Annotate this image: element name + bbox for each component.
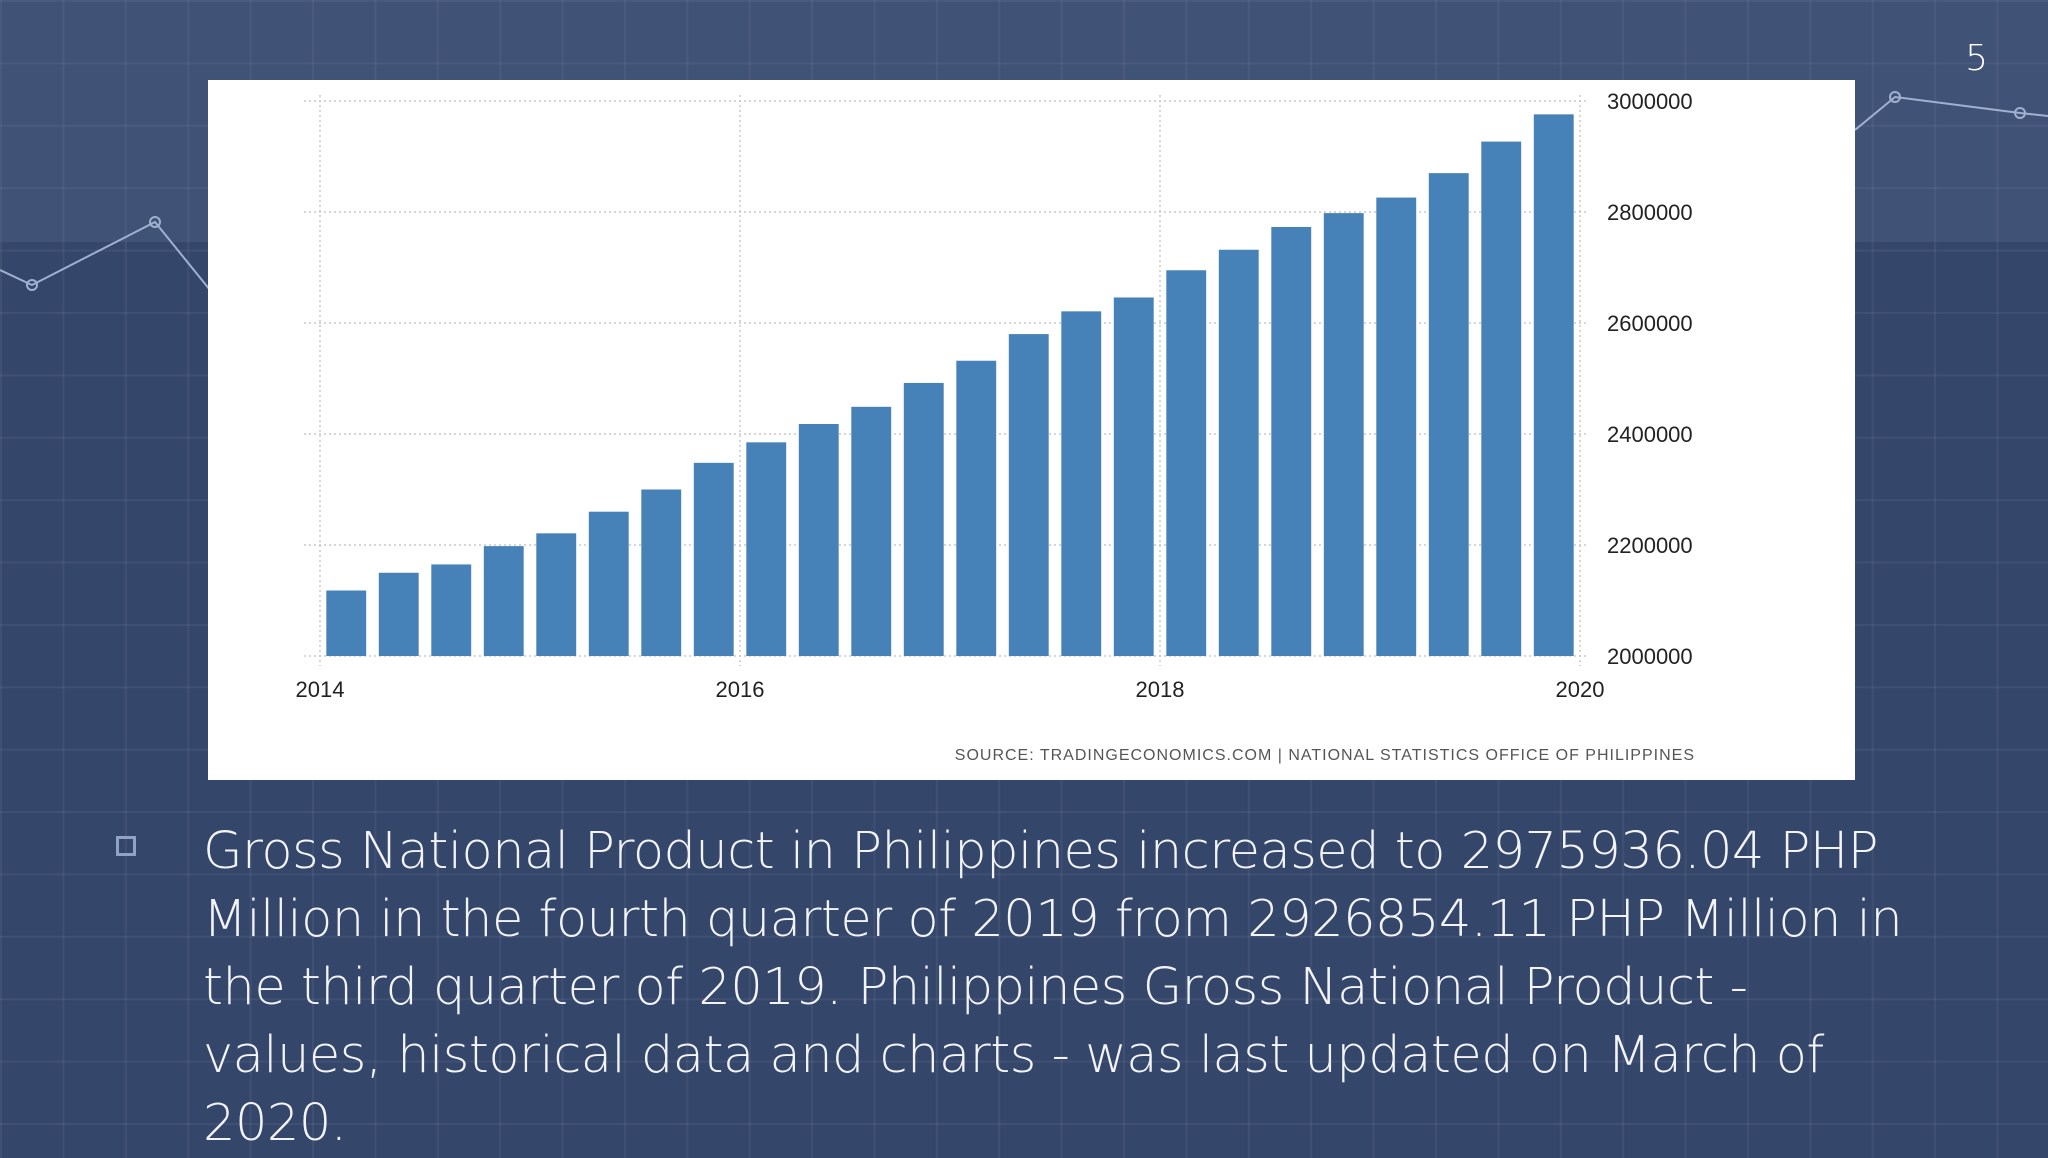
bar-2019-q1 [1376,197,1417,656]
bar-2019-q4 [1533,114,1574,657]
bar-2019-q3 [1481,141,1522,657]
bar-2016-q3 [851,406,892,656]
bar-2016-q2 [798,424,839,656]
description-paragraph: Gross National Product in Philippines in… [203,822,1903,1153]
y-tick-label: 2800000 [1607,200,1693,225]
bar-2015-q3 [641,489,682,656]
x-tick-label: 2020 [1556,677,1605,702]
bullet-icon [116,836,136,856]
bar-chart: 3000000 2800000 2600000 2400000 2200000 20000… [296,89,1695,764]
x-tick-label: 2018 [1136,677,1185,702]
bar-2018-q3 [1271,226,1312,657]
y-tick-label: 2000000 [1607,644,1693,669]
bar-2015-q4 [693,462,734,656]
bar-2017-q2 [1008,334,1049,656]
bar-2018-q1 [1166,270,1207,656]
bar-2015-q2 [588,511,629,656]
chart-source: SOURCE: TRADINGECONOMICS.COM | NATIONAL … [955,747,1695,764]
x-tick-label: 2016 [716,677,765,702]
y-tick-label: 3000000 [1607,89,1693,114]
x-tick-label: 2014 [296,677,345,702]
bar-2014-q2 [378,572,419,656]
bar-2018-q2 [1218,249,1259,657]
bar-2014-q3 [431,564,472,656]
bar-2014-q1 [326,590,367,656]
bar-2019-q2 [1428,173,1469,656]
chart-card: 3000000 2800000 2600000 2400000 2200000 20000… [208,80,1855,780]
bar-2017-q3 [1061,311,1102,656]
bar-2017-q4 [1113,297,1154,656]
bar-2015-q1 [536,533,577,656]
chart-grid [304,95,1588,666]
y-tick-label: 2200000 [1607,533,1693,558]
bar-2017-q1 [956,360,997,656]
bar-2016-q4 [903,382,944,656]
chart-axes: 3000000 2800000 2600000 2400000 2200000 20000… [296,89,1693,702]
bar-2014-q4 [483,546,524,656]
decorative-line-graph [0,91,2048,291]
slide-number: 5 [1965,38,1988,79]
y-tick-label: 2600000 [1607,311,1693,336]
y-tick-label: 2400000 [1607,422,1693,447]
bar-2016-q1 [746,442,787,656]
chart-bars [326,114,1574,657]
bar-2018-q4 [1323,213,1364,657]
